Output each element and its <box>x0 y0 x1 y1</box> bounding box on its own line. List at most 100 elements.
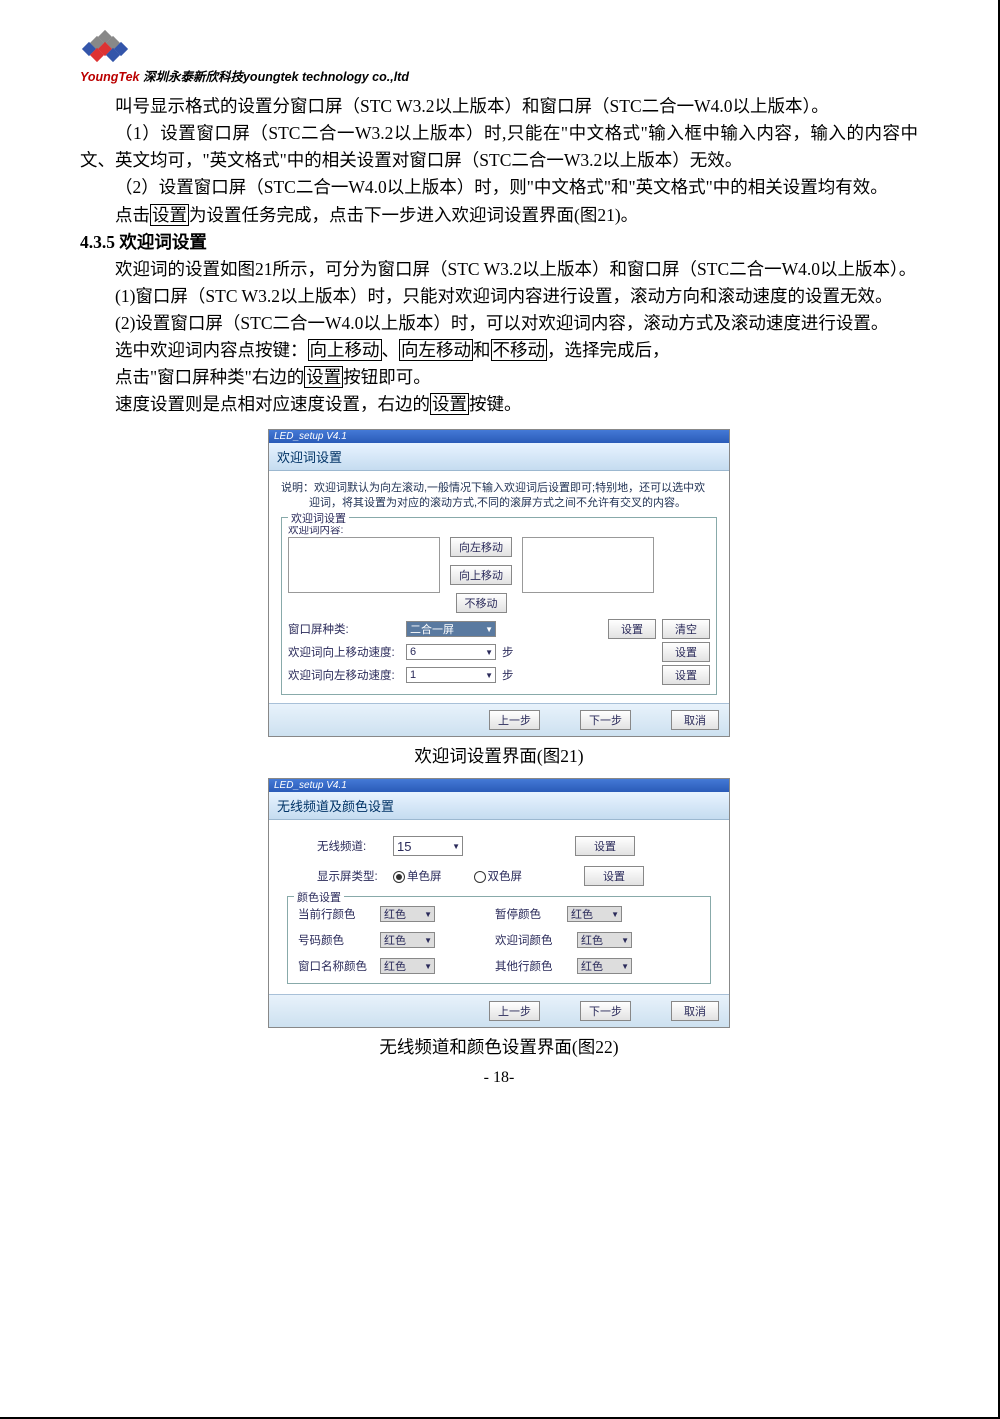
logo-block: YoungTek 深圳永泰新欣科技youngtek technology co.… <box>80 30 918 85</box>
t: 和 <box>473 340 491 360</box>
chevron-down-icon: ▼ <box>485 648 493 657</box>
boxed-move-left: 向左移动 <box>399 339 473 361</box>
fig22-next-button[interactable]: 下一步 <box>580 1001 631 1021</box>
radio-icon <box>474 871 486 883</box>
fig22-titlebar: LED_setup V4.1 <box>269 779 729 792</box>
fig22-prev-button[interactable]: 上一步 <box>489 1001 540 1021</box>
t: 6 <box>410 646 416 658</box>
t: 点击"窗口屏种类"右边的 <box>115 367 304 387</box>
chevron-down-icon: ▼ <box>621 962 629 971</box>
fig21-type-select[interactable]: 二合一屏 ▼ <box>406 621 496 637</box>
radio-icon <box>393 871 405 883</box>
chevron-down-icon: ▼ <box>611 910 619 919</box>
body-text: 叫号显示格式的设置分窗口屏（STC W3.2以上版本）和窗口屏（STC二合一W4… <box>80 93 918 419</box>
fig22-disp-label: 显示屏类型: <box>317 868 387 884</box>
fig22-winname-select[interactable]: 红色▼ <box>380 958 435 974</box>
fig22-pause-label: 暂停颜色 <box>495 906 547 922</box>
fig22-other-select[interactable]: 红色 ▼ <box>577 958 632 974</box>
fig21-move-left-button[interactable]: 向左移动 <box>450 537 512 557</box>
fig21-legend: 欢迎词设置 <box>288 510 349 526</box>
fig21-speedup-select[interactable]: 6▼ <box>406 644 496 660</box>
fig21-titlebar: LED_setup V4.1 <box>269 430 729 443</box>
fig21-clear-button[interactable]: 清空 <box>662 619 710 639</box>
fig22-welcome-select[interactable]: 红色▼ <box>577 932 632 948</box>
fig21-no-move-button[interactable]: 不移动 <box>456 593 507 613</box>
t: 红色 <box>384 906 406 922</box>
t: 为设置任务完成，点击下一步进入欢迎词设置界面(图21)。 <box>189 205 638 225</box>
fig21-set-button-1[interactable]: 设置 <box>608 619 656 639</box>
heading-435: 4.3.5 欢迎词设置 <box>80 229 918 256</box>
chevron-down-icon: ▼ <box>424 910 432 919</box>
t: 单色屏 <box>407 871 442 883</box>
t: 、 <box>382 340 400 360</box>
chevron-down-icon: ▼ <box>424 936 432 945</box>
chevron-down-icon: ▼ <box>485 625 493 634</box>
fig21-cancel-button[interactable]: 取消 <box>671 710 719 730</box>
para-10: 速度设置则是点相对应速度设置，右边的设置按键。 <box>80 391 918 418</box>
t: 红色 <box>384 958 406 974</box>
fig21-subtitle: 欢迎词设置 <box>269 443 729 471</box>
boxed-set-1: 设置 <box>150 204 189 226</box>
fig21-next-button[interactable]: 下一步 <box>580 710 631 730</box>
t: 红色 <box>581 932 603 948</box>
t: 按钮即可。 <box>343 367 431 387</box>
fig21-type-label: 窗口屏种类: <box>288 621 400 637</box>
para-9: 点击"窗口屏种类"右边的设置按钮即可。 <box>80 364 918 391</box>
fig22-curline-select[interactable]: 红色 ▼ <box>380 906 435 922</box>
fig22-set-button-2[interactable]: 设置 <box>584 866 644 886</box>
fig21-move-up-button[interactable]: 向上移动 <box>450 565 512 585</box>
fig22-other-label: 其他行颜色 <box>495 958 557 974</box>
t: ，选择完成后， <box>547 340 670 360</box>
fig22-channel-select[interactable]: 15▼ <box>393 836 463 856</box>
t: 1 <box>410 669 416 681</box>
fig22-num-select[interactable]: 红色 ▼ <box>380 932 435 948</box>
fig21-speedup-label: 欢迎词向上移动速度: <box>288 644 400 660</box>
t: 红色 <box>581 958 603 974</box>
fig21-unit-2: 步 <box>502 667 514 683</box>
fig21-set-button-3[interactable]: 设置 <box>662 665 710 685</box>
fig22-winname-label: 窗口名称颜色 <box>298 958 370 974</box>
fig21-unit-1: 步 <box>502 644 514 660</box>
fig22-color-legend: 颜色设置 <box>294 889 344 905</box>
fig22-curline-label: 当前行颜色 <box>298 906 360 922</box>
fig22-welcome-label: 欢迎词颜色 <box>495 932 557 948</box>
page-number: - 18- <box>80 1069 918 1087</box>
t: 双色屏 <box>488 871 523 883</box>
fig22-dialog: LED_setup V4.1 无线频道及颜色设置 无线频道: 15▼ 设置 显示… <box>268 778 730 1028</box>
chevron-down-icon: ▼ <box>485 671 493 680</box>
fig22-cancel-button[interactable]: 取消 <box>671 1001 719 1021</box>
t: 按键。 <box>469 394 522 414</box>
t: 15 <box>397 839 411 854</box>
fig21-prev-button[interactable]: 上一步 <box>489 710 540 730</box>
fig21-set-button-2[interactable]: 设置 <box>662 642 710 662</box>
fig21-content-label: 欢迎词内容: <box>288 522 710 537</box>
fig22-pause-select[interactable]: 红色 ▼ <box>567 906 622 922</box>
para-5: 欢迎词的设置如图21所示，可分为窗口屏（STC W3.2以上版本）和窗口屏（ST… <box>80 256 918 283</box>
t: 选中欢迎词内容点按键： <box>115 340 308 360</box>
t: 速度设置则是点相对应速度设置，右边的 <box>115 394 430 414</box>
fig22-set-button-1[interactable]: 设置 <box>575 836 635 856</box>
brand-text: YoungTek <box>80 70 140 84</box>
fig21-caption: 欢迎词设置界面(图21) <box>80 743 918 768</box>
para-2: （1）设置窗口屏（STC二合一W3.2以上版本）时,只能在"中文格式"输入框中输… <box>80 120 918 174</box>
fig21-textarea-left[interactable] <box>288 537 440 593</box>
fig22-subtitle: 无线频道及颜色设置 <box>269 792 729 820</box>
fig22-radio-single[interactable]: 单色屏 <box>393 868 442 884</box>
fig21-fieldset: 欢迎词设置 欢迎词内容: 向左移动 向上移动 不移动 窗口屏种类: 二合一屏▼ … <box>281 517 717 695</box>
fig21-speedleft-label: 欢迎词向左移动速度: <box>288 667 400 683</box>
t: 红色 <box>384 932 406 948</box>
boxed-move-up: 向上移动 <box>308 339 382 361</box>
para-4: 点击设置为设置任务完成，点击下一步进入欢迎词设置界面(图21)。 <box>80 202 918 229</box>
fig22-radio-dual[interactable]: 双色屏 <box>474 868 523 884</box>
fig22-caption: 无线频道和颜色设置界面(图22) <box>80 1034 918 1059</box>
t: 二合一屏 <box>410 621 454 637</box>
para-8: 选中欢迎词内容点按键：向上移动、向左移动和不移动，选择完成后， <box>80 337 918 364</box>
t: 红色 <box>571 906 593 922</box>
fig21-textarea-right[interactable] <box>522 537 654 593</box>
company-text: 深圳永泰新欣科技youngtek technology co.,ltd <box>143 70 409 84</box>
boxed-set-3: 设置 <box>430 393 469 415</box>
logo-icon <box>80 30 128 66</box>
fig22-color-fieldset: 颜色设置 当前行颜色 红色▼ 暂停颜色 红色▼ 号码颜色 红色▼ 欢迎词颜色 红… <box>287 896 711 984</box>
fig21-speedleft-select[interactable]: 1▼ <box>406 667 496 683</box>
fig22-num-label: 号码颜色 <box>298 932 360 948</box>
